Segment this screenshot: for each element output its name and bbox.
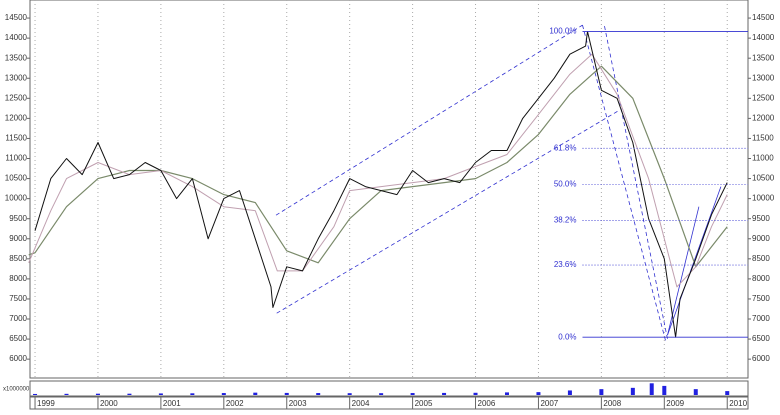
volume-bar (221, 393, 226, 395)
y-tick-label: 9500 (9, 214, 27, 223)
trend-line (276, 109, 620, 314)
y-tick-label: 13500 (5, 53, 28, 62)
volume-bar (725, 391, 730, 395)
y2-tick-label: 7000 (752, 314, 770, 323)
volume-bar (599, 389, 604, 395)
volume-bar (567, 390, 572, 395)
y-tick-label: 8000 (9, 274, 27, 283)
trend-line (604, 26, 668, 340)
y-tick-label: 7000 (9, 314, 27, 323)
x-tick-label: 2003 (289, 399, 307, 408)
volume-bar (284, 392, 289, 395)
volume-bar (95, 393, 100, 395)
y2-tick-label: 8500 (752, 254, 770, 263)
y-tick-label: 9000 (9, 234, 27, 243)
y-tick-label: 10000 (5, 194, 28, 203)
trend-line (667, 206, 700, 336)
x-tick-label: 2004 (352, 399, 370, 408)
volume-bar (253, 392, 258, 395)
volume-bar (190, 393, 195, 395)
fib-label: 0.0% (558, 332, 576, 341)
y2-tick-label: 9500 (752, 214, 770, 223)
y-tick-label: 6000 (9, 354, 27, 363)
y2-tick-label: 10000 (752, 194, 775, 203)
volume-bar (442, 392, 447, 395)
date-axis-frame (29, 396, 749, 410)
y-tick-label: 14500 (5, 13, 28, 22)
x-tick-label: 2010 (729, 399, 747, 408)
volume-bar (649, 383, 654, 395)
y2-tick-label: 13000 (752, 73, 775, 82)
y2-tick-label: 10500 (752, 174, 775, 183)
fib-label: 23.6% (554, 260, 577, 269)
x-tick-label: 2001 (163, 399, 181, 408)
y-tick-label: 8500 (9, 254, 27, 263)
x-tick-label: 2007 (540, 399, 558, 408)
y2-tick-label: 14500 (752, 13, 775, 22)
trend-line (582, 24, 667, 344)
series-line (34, 31, 728, 338)
volume-bar (127, 393, 132, 395)
x-tick-label: 2000 (100, 399, 118, 408)
volume-bar (504, 392, 509, 395)
fib-label: 100.0% (549, 27, 576, 36)
fib-label: 38.2% (554, 216, 577, 225)
series-line (28, 53, 728, 288)
y-tick-label: 13000 (5, 73, 28, 82)
volume-bar (693, 389, 698, 395)
volume-bar (64, 393, 69, 395)
y-tick-label: 6500 (9, 334, 27, 343)
y2-tick-label: 12500 (752, 93, 775, 102)
y2-tick-label: 12000 (752, 113, 775, 122)
y-tick-label: 12500 (5, 93, 28, 102)
fib-label: 50.0% (554, 179, 577, 188)
series-line (28, 65, 728, 268)
y2-tick-label: 11500 (752, 134, 774, 143)
y2-tick-label: 13500 (752, 53, 775, 62)
volume-bar (630, 387, 635, 395)
y2-tick-label: 14000 (752, 33, 775, 42)
x-tick-label: 2009 (666, 399, 684, 408)
x-tick-label: 2005 (415, 399, 433, 408)
y2-tick-label: 6000 (752, 354, 770, 363)
volume-bar (410, 393, 415, 395)
y-tick-label: 7500 (9, 294, 27, 303)
volume-bar (158, 393, 163, 395)
volume-bar (33, 393, 38, 395)
volume-bar (347, 393, 352, 395)
y2-tick-label: 6500 (752, 334, 770, 343)
volume-bar (316, 393, 321, 395)
volume-bar (473, 392, 478, 395)
volume-frame (29, 380, 749, 397)
fib-label: 61.8% (554, 143, 577, 152)
x-tick-label: 2006 (478, 399, 496, 408)
y-tick-label: 11500 (5, 134, 27, 143)
volume-bar (662, 385, 667, 395)
y2-tick-label: 7500 (752, 294, 770, 303)
y-tick-label: 14000 (5, 33, 28, 42)
y-tick-label: 12000 (5, 113, 28, 122)
y2-tick-label: 8000 (752, 274, 770, 283)
x-tick-label: 2008 (603, 399, 621, 408)
y-tick-label: 11000 (5, 154, 27, 163)
y2-tick-label: 9000 (752, 234, 770, 243)
y2-tick-label: 11000 (752, 154, 774, 163)
volume-bar (536, 392, 541, 395)
volume-label: x1000000 (3, 387, 30, 393)
x-tick-label: 2002 (226, 399, 244, 408)
volume-bar (379, 393, 384, 395)
x-tick-label: 1999 (37, 399, 55, 408)
y-tick-label: 10500 (5, 174, 28, 183)
